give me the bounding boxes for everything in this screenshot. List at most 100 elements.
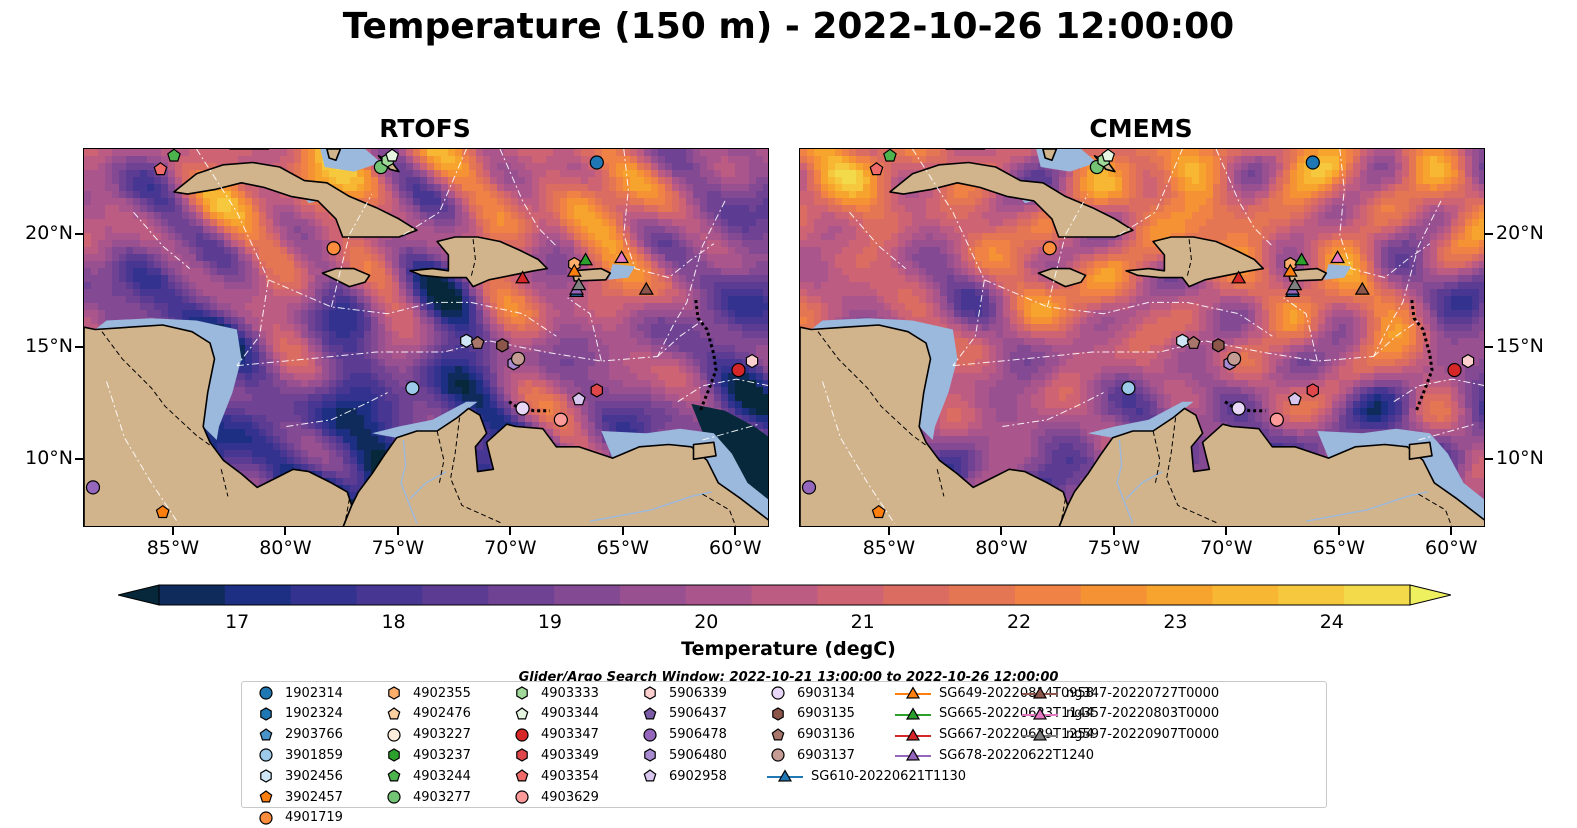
legend-marker xyxy=(645,749,655,761)
hexagon-marker-icon xyxy=(639,684,661,702)
colorbar-tick-label: 23 xyxy=(1145,611,1205,633)
legend-entry: 3902457 xyxy=(255,787,343,807)
legend-marker xyxy=(388,708,399,719)
circle-marker-icon xyxy=(383,726,405,744)
legend-label: 4903277 xyxy=(413,790,471,805)
legend-marker xyxy=(260,749,272,761)
lon-tick-label: 75°W xyxy=(1074,537,1154,559)
legend-label: 3902457 xyxy=(285,790,343,805)
pentagon-marker-icon xyxy=(639,767,661,785)
pentagon-marker-icon xyxy=(511,705,533,723)
panel-title-rtofs: RTOFS xyxy=(325,114,525,143)
circle-marker-icon xyxy=(767,684,789,702)
lon-tick-label: 60°W xyxy=(695,537,775,559)
circle-marker-icon xyxy=(767,746,789,764)
panel-title-cmems: CMEMS xyxy=(1041,114,1241,143)
pentagon-marker-icon xyxy=(767,726,789,744)
circle-marker-icon xyxy=(255,746,277,764)
legend-entry: 5906437 xyxy=(639,704,727,724)
marker-6903137 xyxy=(512,352,525,365)
legend-marker xyxy=(644,729,656,741)
lon-tick-mark xyxy=(172,527,174,535)
marker-3901859 xyxy=(1122,382,1135,395)
marker-3901859 xyxy=(406,382,419,395)
legend-marker xyxy=(1034,708,1046,718)
lon-tick-label: 65°W xyxy=(1299,537,1379,559)
triangle-marker-icon xyxy=(895,726,931,744)
colorbar-segment xyxy=(1344,585,1410,605)
lat-tick-label: 15°N xyxy=(1496,335,1566,357)
legend-entry: 6903136 xyxy=(767,725,855,745)
marker-4903347 xyxy=(732,364,745,377)
lat-tick-mark xyxy=(1485,346,1493,348)
legend-label: SG610-20220621T1130 xyxy=(811,769,966,784)
legend-entry: 1902314 xyxy=(255,683,343,703)
colorbar-segment xyxy=(1212,585,1278,605)
marker-4903629 xyxy=(554,413,567,426)
lon-tick-mark xyxy=(1450,527,1452,535)
legend-marker xyxy=(1034,688,1046,698)
legend-marker xyxy=(907,750,919,760)
legend-entry: 4903227 xyxy=(383,725,471,745)
legend-label: 4903347 xyxy=(541,727,599,742)
legend-marker xyxy=(516,791,528,803)
marker-4901719 xyxy=(1043,242,1056,255)
lon-tick-label: 70°W xyxy=(1186,537,1266,559)
legend-label: 3902456 xyxy=(285,769,343,784)
lon-tick-mark xyxy=(734,527,736,535)
marker-6903135 xyxy=(497,339,508,352)
legend-marker xyxy=(260,687,272,699)
figure-title: Temperature (150 m) - 2022-10-26 12:00:0… xyxy=(0,6,1577,47)
lat-tick-label: 20°N xyxy=(5,222,73,244)
hexagon-marker-icon xyxy=(383,684,405,702)
marker-3902456 xyxy=(1177,334,1188,347)
legend-entry: 6902958 xyxy=(639,766,727,786)
colorbar-segment xyxy=(554,585,620,605)
colorbar-segment xyxy=(488,585,554,605)
colorbar-segment xyxy=(291,585,357,605)
colorbar-segment xyxy=(817,585,883,605)
lon-tick-mark xyxy=(397,527,399,535)
marker-5906478 xyxy=(802,481,815,494)
lon-tick-mark xyxy=(284,527,286,535)
marker-4903347 xyxy=(1448,364,1461,377)
circle-marker-icon xyxy=(639,726,661,744)
circle-marker-icon xyxy=(511,726,533,744)
legend-marker xyxy=(517,749,527,761)
legend-marker xyxy=(260,729,271,740)
legend-label: 1902314 xyxy=(285,686,343,701)
legend-marker xyxy=(644,770,655,781)
lat-tick-mark xyxy=(1485,233,1493,235)
colorbar-segment xyxy=(620,585,686,605)
legend-entry: 4903354 xyxy=(511,766,599,786)
legend-entry: 6903135 xyxy=(767,704,855,724)
lon-tick-label: 65°W xyxy=(583,537,663,559)
legend-entry: 3902456 xyxy=(255,766,343,786)
legend-entry: 3901859 xyxy=(255,745,343,765)
marker-5906478 xyxy=(86,481,99,494)
legend-label: 6902958 xyxy=(669,769,727,784)
colorbar-segment xyxy=(1278,585,1344,605)
colorbar-tick-label: 21 xyxy=(833,611,893,633)
colorbar-extend-high xyxy=(1410,585,1451,605)
hexagon-marker-icon xyxy=(383,746,405,764)
pentagon-marker-icon xyxy=(511,767,533,785)
legend-label: 6903137 xyxy=(797,748,855,763)
marker-4903349 xyxy=(591,384,602,397)
colorbar-segment xyxy=(1015,585,1081,605)
lon-tick-mark xyxy=(1338,527,1340,535)
legend-marker xyxy=(644,708,655,719)
lon-tick-label: 80°W xyxy=(961,537,1041,559)
marker-3902456 xyxy=(461,334,472,347)
lat-tick-label: 10°N xyxy=(1496,447,1566,469)
lon-tick-label: 80°W xyxy=(245,537,325,559)
legend-entry: 4903344 xyxy=(511,704,599,724)
circle-marker-icon xyxy=(383,788,405,806)
legend-marker xyxy=(772,687,784,699)
legend-label: 4903227 xyxy=(413,727,471,742)
legend-label: 5906478 xyxy=(669,727,727,742)
hexagon-marker-icon xyxy=(511,684,533,702)
hexagon-marker-icon xyxy=(639,746,661,764)
hexagon-marker-icon xyxy=(255,705,277,723)
